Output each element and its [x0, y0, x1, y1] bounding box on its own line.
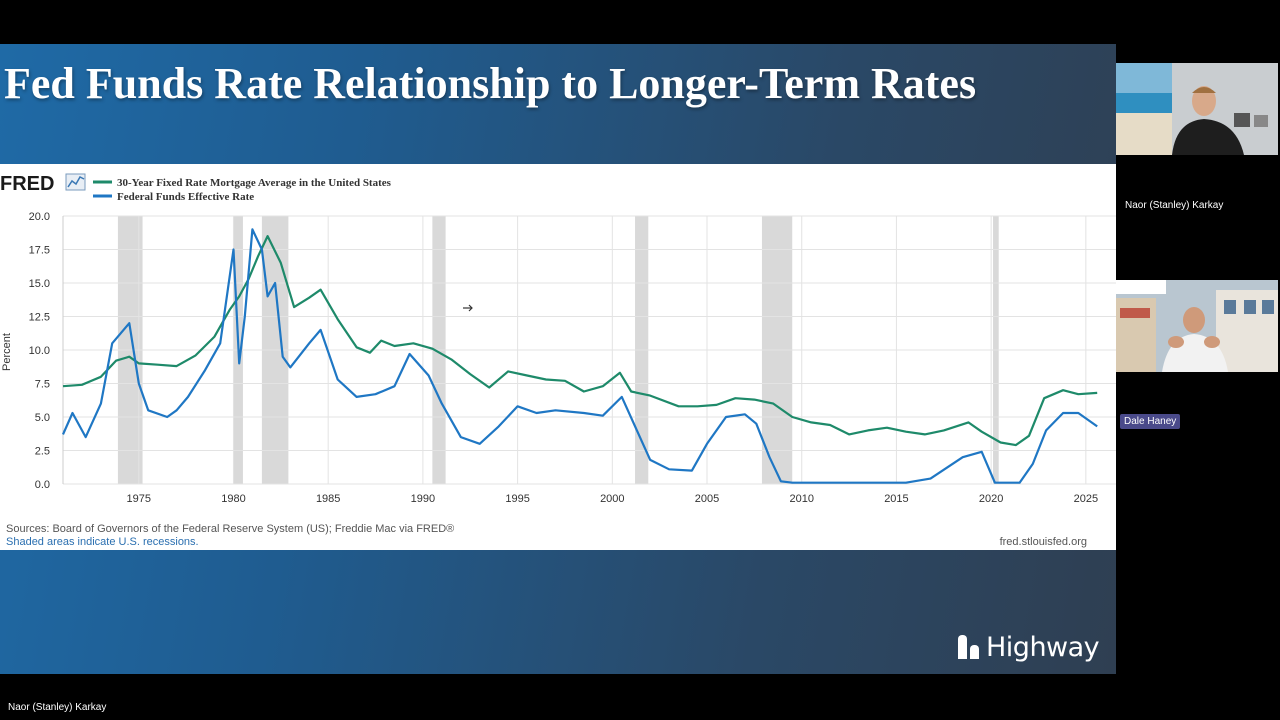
highway-logo-icon: Highway: [958, 630, 1100, 664]
y-tick-label: 12.5: [29, 312, 50, 324]
x-tick-label: 1985: [316, 493, 340, 505]
y-tick-label: 20.0: [29, 211, 50, 223]
x-tick-label: 2005: [695, 493, 719, 505]
y-tick-label: 7.5: [35, 379, 50, 391]
x-tick-labels: 1975 1980 1985 1990 1995 2000 2005 2010 2015 2020…: [127, 493, 1099, 505]
x-tick-label: 2015: [884, 493, 908, 505]
presentation-slide: Fed Funds Rate Relationship to Longer-Te…: [0, 44, 1116, 674]
x-tick-label: 1975: [127, 493, 151, 505]
x-tick-label: 2000: [600, 493, 624, 505]
chart-source-url[interactable]: fred.stlouisfed.org: [1000, 536, 1087, 548]
x-tick-label: 2020: [979, 493, 1003, 505]
legend-label-mortgage: 30-Year Fixed Rate Mortgage Average in t…: [117, 177, 392, 189]
fred-chart: FRED 30-Year Fixed Rate Mortgage Average…: [0, 173, 1116, 548]
active-speaker-name-label: Dale Haney: [1120, 414, 1181, 429]
y-tick-label: 15.0: [29, 278, 50, 290]
y-tick-label: 10.0: [29, 345, 50, 357]
presenter-name-label: Naor (Stanley) Karkay: [8, 702, 107, 713]
chart-recession-note: Shaded areas indicate U.S. recessions.: [6, 536, 199, 548]
y-axis-label: Percent: [1, 333, 13, 371]
slide-title: Fed Funds Rate Relationship to Longer-Te…: [4, 59, 977, 108]
cursor-arrow-icon: [463, 304, 473, 312]
series-line-0: [62, 234, 1098, 447]
chart-source-text: Sources: Board of Governors of the Feder…: [6, 523, 454, 535]
x-tick-label: 2010: [789, 493, 813, 505]
y-tick-labels: 0.0 2.5 5.0 7.5 10.0 12.5 15.0 17.5 20.0: [29, 211, 50, 491]
y-tick-label: 5.0: [35, 412, 50, 424]
participant-name-label: Naor (Stanley) Karkay: [1125, 200, 1224, 211]
participant-video-image: [1116, 280, 1278, 372]
grid-lines: [62, 215, 1116, 485]
fred-logo-icon: FRED: [0, 173, 54, 195]
highway-logo-text: Highway: [986, 631, 1100, 663]
fred-graph-icon: [65, 173, 86, 191]
y-tick-label: 0.0: [35, 479, 50, 491]
y-tick-label: 2.5: [35, 446, 50, 458]
series-line-1: [61, 228, 1098, 484]
series-lines: [61, 228, 1098, 484]
participant-video-tile[interactable]: [1116, 63, 1278, 155]
participant-video-image: [1116, 63, 1278, 155]
participant-video-tile[interactable]: [1116, 280, 1278, 372]
x-tick-label: 1990: [411, 493, 435, 505]
x-tick-label: 1980: [221, 493, 245, 505]
x-tick-label: 2025: [1074, 493, 1098, 505]
fred-chart-panel: FRED 30-Year Fixed Rate Mortgage Average…: [0, 164, 1116, 550]
x-tick-label: 1995: [505, 493, 529, 505]
y-tick-label: 17.5: [29, 245, 50, 257]
legend-label-fedfunds: Federal Funds Effective Rate: [117, 191, 254, 203]
